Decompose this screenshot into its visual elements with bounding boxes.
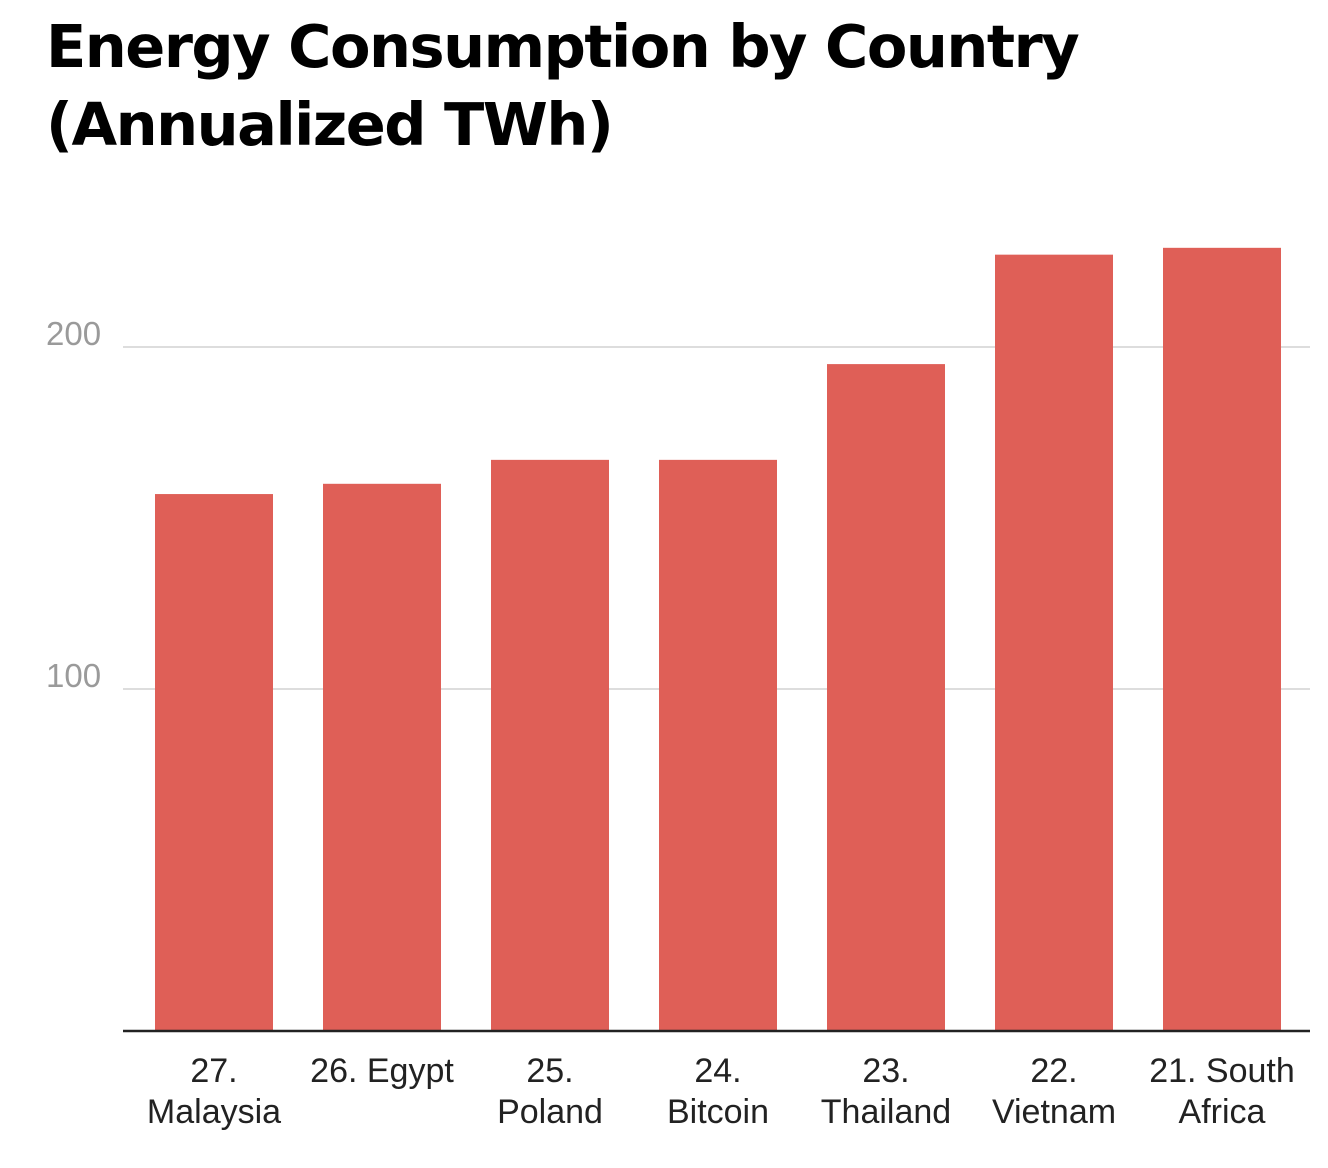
bar xyxy=(827,364,945,1032)
y-tick-label: 200 xyxy=(46,315,101,352)
category-label-line: 25. xyxy=(526,1052,573,1090)
category-label-line: Africa xyxy=(1179,1093,1266,1131)
chart-title: Energy Consumption by Country (Annualize… xyxy=(46,8,1146,164)
category-label: 26. Egypt xyxy=(310,1052,454,1090)
category-label-line: Vietnam xyxy=(992,1093,1116,1131)
category-label: 27. Malaysia xyxy=(147,1052,281,1131)
bar xyxy=(1163,247,1281,1031)
category-label-line: 22. xyxy=(1030,1052,1077,1090)
category-label-line: 23. xyxy=(862,1052,909,1090)
category-label-line: Bitcoin xyxy=(667,1093,769,1131)
category-label: 24. Bitcoin xyxy=(667,1052,769,1131)
category-label-line: Poland xyxy=(497,1093,603,1131)
category-label-line: Thailand xyxy=(821,1093,951,1131)
y-tick-label: 100 xyxy=(46,657,101,694)
bar xyxy=(491,459,609,1031)
chart-title-line-1: Energy Consumption by Country xyxy=(46,12,1080,81)
category-label-line: 21. South xyxy=(1149,1052,1295,1090)
category-label-line: 26. Egypt xyxy=(310,1052,454,1090)
bar xyxy=(155,494,273,1031)
category-label: 21. South Africa xyxy=(1149,1052,1295,1131)
bars xyxy=(155,247,1281,1032)
bar xyxy=(995,254,1113,1031)
category-label: 25. Poland xyxy=(497,1052,603,1131)
category-label: 23. Thailand xyxy=(821,1052,951,1131)
category-label-line: 27. xyxy=(190,1052,237,1090)
category-label: 22. Vietnam xyxy=(992,1052,1116,1131)
bar xyxy=(659,459,777,1031)
chart-title-line-2: (Annualized TWh) xyxy=(46,90,614,159)
category-label-line: 24. xyxy=(694,1052,741,1090)
bar xyxy=(323,483,441,1031)
category-label-line: Malaysia xyxy=(147,1093,281,1131)
